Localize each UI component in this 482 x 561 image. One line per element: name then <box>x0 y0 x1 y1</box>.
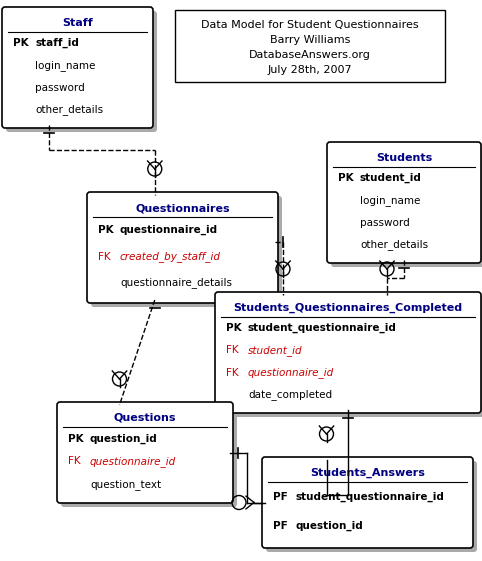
FancyBboxPatch shape <box>215 292 481 413</box>
FancyBboxPatch shape <box>219 296 482 417</box>
Text: questionnaire_id: questionnaire_id <box>90 456 176 467</box>
Text: other_details: other_details <box>35 104 103 116</box>
Text: questionnaire_id: questionnaire_id <box>120 225 218 235</box>
FancyBboxPatch shape <box>266 461 477 552</box>
Text: FK: FK <box>226 367 239 378</box>
Text: PK: PK <box>98 225 114 235</box>
Text: created_by_staff_id: created_by_staff_id <box>120 251 221 262</box>
FancyBboxPatch shape <box>2 7 153 128</box>
Text: student_questionnaire_id: student_questionnaire_id <box>295 491 444 502</box>
Text: Staff: Staff <box>62 18 93 28</box>
Text: PK: PK <box>68 434 83 444</box>
Text: PF: PF <box>273 521 288 531</box>
FancyBboxPatch shape <box>6 11 157 132</box>
Text: Students_Answers: Students_Answers <box>310 468 425 479</box>
Text: PK: PK <box>338 173 354 183</box>
Text: PF: PF <box>273 492 288 502</box>
Text: questionnaire_details: questionnaire_details <box>120 277 232 288</box>
Text: login_name: login_name <box>360 195 420 206</box>
Text: July 28th, 2007: July 28th, 2007 <box>268 65 352 75</box>
Text: student_questionnaire_id: student_questionnaire_id <box>248 323 397 333</box>
Text: Questionnaires: Questionnaires <box>135 203 230 213</box>
Text: DatabaseAnswers.org: DatabaseAnswers.org <box>249 50 371 60</box>
Text: password: password <box>35 82 85 93</box>
Text: Barry Williams: Barry Williams <box>270 35 350 45</box>
Text: login_name: login_name <box>35 60 95 71</box>
Text: FK: FK <box>98 251 111 261</box>
Text: question_id: question_id <box>295 521 363 531</box>
Text: date_completed: date_completed <box>248 389 332 401</box>
Text: questionnaire_id: questionnaire_id <box>248 367 334 378</box>
FancyBboxPatch shape <box>175 10 445 82</box>
Text: Data Model for Student Questionnaires: Data Model for Student Questionnaires <box>201 20 419 30</box>
Text: password: password <box>360 218 410 228</box>
Text: Questions: Questions <box>114 413 176 423</box>
FancyBboxPatch shape <box>61 406 237 507</box>
Text: Students_Questionnaires_Completed: Students_Questionnaires_Completed <box>233 303 463 313</box>
Text: staff_id: staff_id <box>35 38 79 48</box>
Text: question_id: question_id <box>90 433 158 444</box>
Text: PK: PK <box>226 323 241 333</box>
FancyBboxPatch shape <box>91 196 282 307</box>
Text: FK: FK <box>226 346 239 355</box>
FancyBboxPatch shape <box>87 192 278 303</box>
FancyBboxPatch shape <box>262 457 473 548</box>
FancyBboxPatch shape <box>331 146 482 267</box>
Text: student_id: student_id <box>360 173 422 183</box>
Text: question_text: question_text <box>90 479 161 490</box>
Text: PK: PK <box>13 38 28 48</box>
Text: FK: FK <box>68 457 80 467</box>
FancyBboxPatch shape <box>327 142 481 263</box>
Text: other_details: other_details <box>360 240 428 250</box>
Text: Students: Students <box>376 153 432 163</box>
FancyBboxPatch shape <box>57 402 233 503</box>
Text: student_id: student_id <box>248 345 303 356</box>
